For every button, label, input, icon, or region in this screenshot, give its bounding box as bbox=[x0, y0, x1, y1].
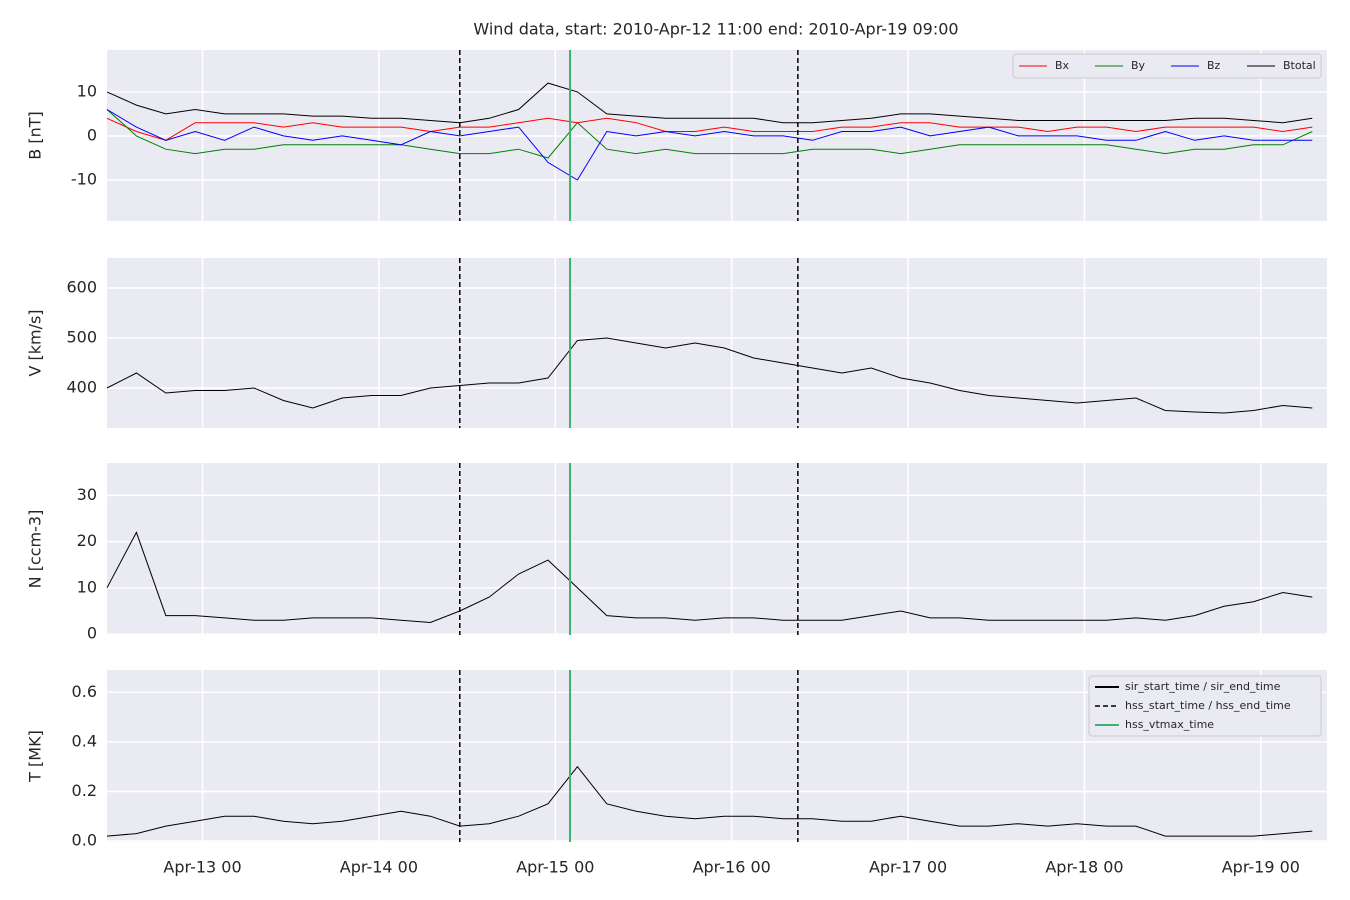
x-tick-label: Apr-15 00 bbox=[516, 858, 594, 877]
x-tick-label: Apr-13 00 bbox=[163, 858, 241, 877]
series-line bbox=[106, 531, 1313, 624]
legend-label: sir_start_time / sir_end_time bbox=[1125, 680, 1281, 693]
x-tick-label: Apr-18 00 bbox=[1045, 858, 1123, 877]
series-line bbox=[106, 82, 1313, 124]
series-line bbox=[106, 765, 1313, 837]
y-tick-label: 500 bbox=[66, 328, 97, 347]
x-tick-label: Apr-19 00 bbox=[1222, 858, 1300, 877]
legend-label: Bz bbox=[1207, 59, 1221, 72]
x-tick-label: Apr-14 00 bbox=[340, 858, 418, 877]
plot-background bbox=[107, 463, 1327, 635]
series-line bbox=[106, 109, 1313, 159]
plot-background bbox=[107, 258, 1327, 428]
y-tick-label: 10 bbox=[77, 577, 97, 596]
y-tick-label: 0 bbox=[87, 624, 97, 643]
legend-box bbox=[1088, 675, 1322, 737]
y-axis-label: B [nT] bbox=[26, 111, 45, 159]
x-tick-label: Apr-16 00 bbox=[693, 858, 771, 877]
y-axis-label: V [km/s] bbox=[26, 309, 45, 376]
x-tick-label: Apr-17 00 bbox=[869, 858, 947, 877]
chart-title: Wind data, start: 2010-Apr-12 11:00 end:… bbox=[473, 20, 958, 39]
legend-label: hss_start_time / hss_end_time bbox=[1125, 699, 1291, 712]
y-tick-label: 0.2 bbox=[72, 781, 97, 800]
y-axis-label: T [MK] bbox=[26, 730, 45, 783]
y-tick-label: 0.0 bbox=[72, 831, 97, 850]
y-tick-label: 600 bbox=[66, 278, 97, 297]
y-axis-label: N [ccm-3] bbox=[26, 510, 45, 589]
series-line bbox=[106, 337, 1313, 414]
y-tick-label: 20 bbox=[77, 531, 97, 550]
legend-label: hss_vtmax_time bbox=[1125, 718, 1214, 731]
y-tick-label: 400 bbox=[66, 378, 97, 397]
y-tick-label: 10 bbox=[77, 81, 97, 100]
y-tick-label: -10 bbox=[71, 170, 97, 189]
y-tick-label: 0.6 bbox=[72, 682, 97, 701]
y-tick-label: 30 bbox=[77, 485, 97, 504]
legend-box bbox=[1012, 53, 1322, 79]
legend-label: Btotal bbox=[1283, 59, 1316, 72]
legend-label: By bbox=[1131, 59, 1146, 72]
y-tick-label: 0.4 bbox=[72, 731, 97, 750]
legend-label: Bx bbox=[1055, 59, 1070, 72]
series-line bbox=[106, 117, 1313, 141]
y-tick-label: 0 bbox=[87, 125, 97, 144]
series-line bbox=[106, 109, 1313, 181]
